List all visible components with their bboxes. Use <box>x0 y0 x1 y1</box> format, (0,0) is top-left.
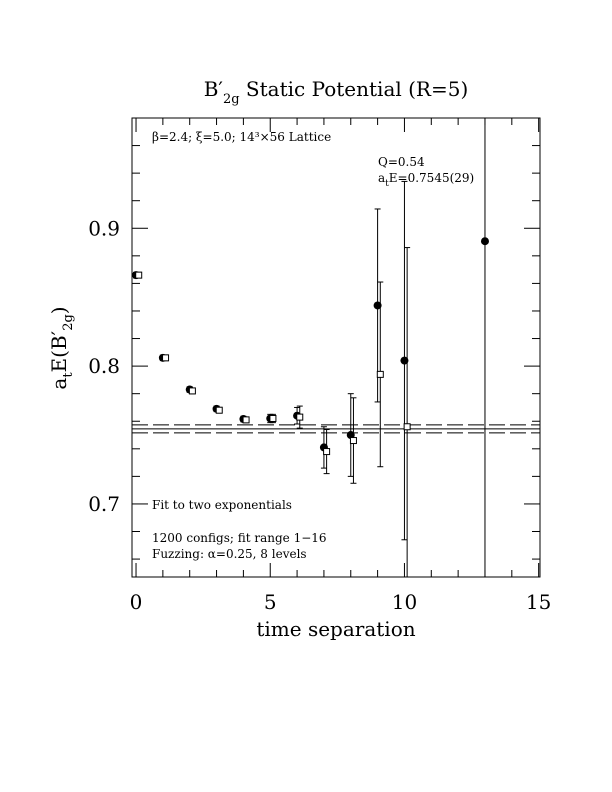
point <box>162 354 170 362</box>
x-axis-label: time separation <box>256 617 415 641</box>
point <box>403 423 411 431</box>
point <box>269 414 277 422</box>
point <box>480 237 489 246</box>
point <box>135 271 143 279</box>
x-tick-label: 5 <box>264 590 277 614</box>
y-label-mid: E(B′ <box>47 330 71 372</box>
fit-label: atE=0.7545(29) <box>378 171 474 189</box>
point <box>188 387 196 395</box>
title-rest: Static Potential (R=5) <box>240 77 469 101</box>
point <box>373 301 382 310</box>
annotation: β=2.4; ξ=5.0; 14³×56 Lattice <box>152 130 331 144</box>
fit-label-sub: t <box>385 179 389 189</box>
y-label-sub: 2g <box>61 314 76 331</box>
x-tick-label: 0 <box>130 590 143 614</box>
point <box>400 356 409 365</box>
annotation: Fuzzing: α=0.25, 8 levels <box>152 547 307 561</box>
point <box>323 448 331 456</box>
plot-area <box>132 118 540 577</box>
chart-title: B′2g Static Potential (R=5) <box>204 77 469 107</box>
y-tick-label: 0.9 <box>88 216 120 240</box>
fit-label-base: a <box>378 171 385 185</box>
point <box>376 370 384 378</box>
annotation: Q=0.54 <box>378 155 425 169</box>
annotation: Fit to two exponentials <box>152 498 292 512</box>
y-label-end: ) <box>47 306 71 314</box>
title-sub: 2g <box>223 92 240 107</box>
y-label-sub: t <box>61 372 76 378</box>
plot-frame <box>131 117 541 578</box>
point <box>242 416 250 424</box>
fit-label-rest: E=0.7545(29) <box>389 171 474 185</box>
y-label-base: a <box>47 378 71 390</box>
point <box>215 406 223 414</box>
point <box>349 437 357 445</box>
x-tick-label: 10 <box>392 590 417 614</box>
y-axis-label: atE(B′2g) <box>47 306 76 389</box>
point <box>346 431 355 440</box>
title-base: B′ <box>204 77 224 101</box>
y-tick-label: 0.8 <box>88 354 120 378</box>
x-tick-label: 15 <box>526 590 551 614</box>
y-tick-label: 0.7 <box>88 492 120 516</box>
annotation: 1200 configs; fit range 1−16 <box>152 531 327 545</box>
point <box>296 413 304 421</box>
